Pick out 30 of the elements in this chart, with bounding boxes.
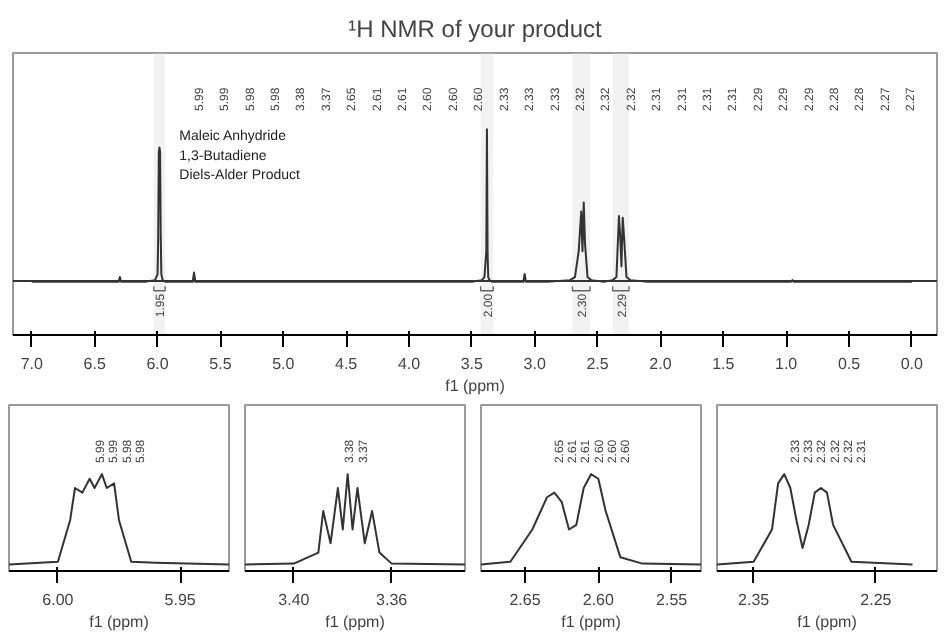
x-axis-title: f1 (ppm) (89, 613, 150, 631)
x-tick-label: 2.0 (649, 355, 673, 373)
x-tick-label: 2.60 (582, 591, 616, 609)
x-axis-title: f1 (ppm) (797, 613, 858, 631)
x-tick-label: 4.0 (397, 355, 422, 373)
x-tick-label: 2.25 (860, 591, 893, 609)
x-axis-title: f1 (ppm) (325, 613, 386, 631)
x-tick-label: 2.35 (738, 591, 771, 609)
x-tick-label: 6.00 (42, 591, 75, 609)
x-tick-label: 5.95 (164, 591, 197, 609)
x-axis-title: f1 (ppm) (561, 613, 622, 631)
x-tick-label: 6.0 (146, 355, 170, 373)
x-tick-label: 3.0 (523, 355, 547, 373)
x-tick-label: 3.36 (376, 591, 409, 609)
x-tick-label: 7.0 (20, 355, 45, 373)
x-tick-label: 6.5 (83, 355, 107, 373)
x-tick-label: 2.55 (656, 591, 689, 609)
chart-title: ¹H NMR of your product (348, 15, 604, 43)
x-tick-label: 1.5 (712, 355, 736, 373)
x-axis-title: f1 (ppm) (445, 377, 506, 395)
x-tick-label: 0.5 (837, 355, 862, 373)
x-tick-label: 0.0 (900, 355, 925, 373)
x-tick-label: 2.5 (586, 355, 610, 373)
x-tick-label: 5.5 (209, 355, 233, 373)
x-tick-label: 1.0 (775, 355, 799, 373)
x-tick-label: 5.0 (272, 355, 296, 373)
x-tick-label: 3.5 (460, 355, 485, 373)
x-tick-label: 3.40 (278, 591, 311, 609)
x-tick-label: 2.65 (509, 591, 542, 609)
x-tick-label: 4.5 (335, 355, 359, 373)
